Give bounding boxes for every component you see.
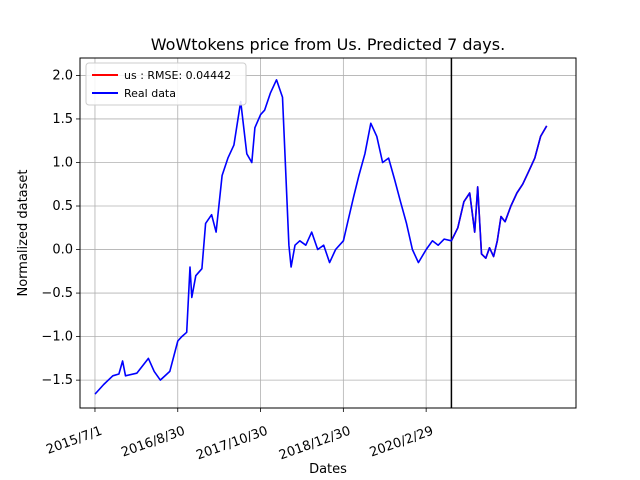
y-tick-label: 0.0 [52, 243, 73, 258]
y-axis-label: Normalized dataset [16, 169, 31, 296]
y-axis: −1.5 −1.0 −0.5 0.0 0.5 1.0 1.5 2.0 [41, 68, 80, 388]
x-axis-label: Dates [309, 462, 347, 477]
plot-area [94, 58, 548, 408]
y-tick-label: 1.5 [52, 112, 73, 127]
y-tick-label: −0.5 [41, 286, 73, 301]
y-tick-label: 1.0 [52, 155, 73, 170]
y-tick-label: −1.5 [41, 373, 73, 388]
legend-box [85, 62, 247, 106]
legend-label-0: us : RMSE: 0.04442 [124, 69, 231, 82]
legend-label-1: Real data [124, 87, 176, 100]
y-tick-label: 2.0 [52, 68, 73, 83]
legend: us : RMSE: 0.04442 Real data [85, 62, 247, 106]
series-line-1 [94, 79, 548, 395]
y-tick-label: 0.5 [52, 199, 73, 214]
axes-frame [79, 57, 577, 409]
chart-title: WoWtokens price from Us. Predicted 7 day… [151, 35, 505, 54]
y-tick-label: −1.0 [41, 330, 73, 345]
